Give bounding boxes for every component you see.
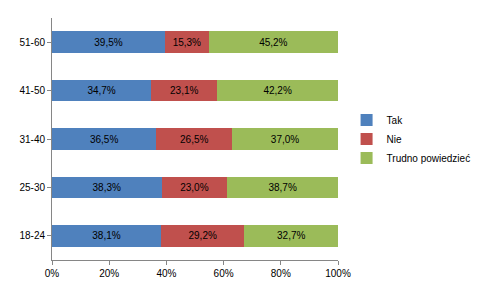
svg-text:23,0%: 23,0% — [180, 182, 208, 193]
svg-text:51-60: 51-60 — [19, 37, 45, 48]
svg-text:42,2%: 42,2% — [263, 85, 291, 96]
svg-text:38,3%: 38,3% — [93, 182, 121, 193]
svg-text:Nie: Nie — [387, 134, 402, 145]
svg-text:15,3%: 15,3% — [173, 37, 201, 48]
svg-text:80%: 80% — [271, 268, 291, 279]
svg-text:38,1%: 38,1% — [92, 230, 120, 241]
svg-text:Trudno powiedzieć: Trudno powiedzieć — [387, 153, 471, 164]
svg-text:18-24: 18-24 — [19, 230, 45, 241]
svg-text:41-50: 41-50 — [19, 85, 45, 96]
svg-text:36,5%: 36,5% — [90, 134, 118, 145]
svg-text:31-40: 31-40 — [19, 134, 45, 145]
svg-text:20%: 20% — [99, 268, 119, 279]
svg-text:26,5%: 26,5% — [180, 134, 208, 145]
svg-text:39,5%: 39,5% — [94, 37, 122, 48]
svg-text:37,0%: 37,0% — [271, 134, 299, 145]
svg-text:25-30: 25-30 — [19, 182, 45, 193]
svg-text:0%: 0% — [45, 268, 60, 279]
svg-text:32,7%: 32,7% — [277, 230, 305, 241]
svg-text:29,2%: 29,2% — [188, 230, 216, 241]
svg-text:38,7%: 38,7% — [268, 182, 296, 193]
svg-text:Tak: Tak — [387, 115, 404, 126]
svg-text:100%: 100% — [325, 268, 351, 279]
svg-text:60%: 60% — [214, 268, 234, 279]
svg-text:40%: 40% — [156, 268, 176, 279]
svg-text:34,7%: 34,7% — [87, 85, 115, 96]
svg-text:45,2%: 45,2% — [259, 37, 287, 48]
svg-text:23,1%: 23,1% — [170, 85, 198, 96]
